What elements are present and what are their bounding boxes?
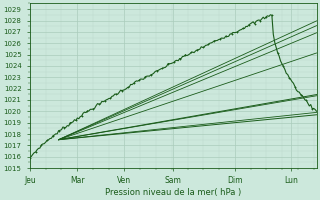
X-axis label: Pression niveau de la mer( hPa ): Pression niveau de la mer( hPa ): [105, 188, 241, 197]
